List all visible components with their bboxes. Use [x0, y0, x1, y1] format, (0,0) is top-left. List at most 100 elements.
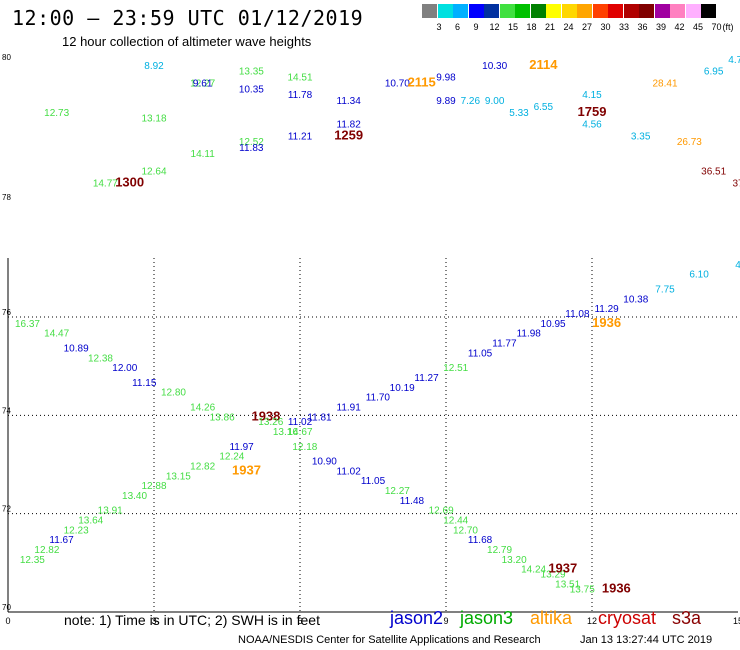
data-label: 4.56 [582, 120, 602, 131]
data-label: 12.82 [34, 545, 59, 556]
data-label: 6.55 [534, 102, 554, 113]
data-label: 4.15 [582, 90, 602, 101]
data-label: 7.26 [461, 96, 481, 107]
legend-value: 9 [473, 22, 479, 32]
legend-swatch [701, 4, 716, 18]
legend-swatch [608, 4, 623, 18]
data-label: 9.61 [193, 78, 213, 89]
legend-swatch [561, 4, 577, 18]
data-label: 14.47 [44, 329, 69, 340]
data-label: 9.89 [436, 96, 456, 107]
legend-value: 18 [526, 22, 537, 32]
data-label: 2115 [408, 74, 436, 89]
data-label: 14.67 [287, 427, 312, 438]
x-tick-label: 3 [151, 616, 156, 626]
legend-value: 6 [454, 22, 460, 32]
data-label: 14.24 [521, 565, 546, 576]
data-label: 13.18 [141, 114, 166, 125]
y-tick-label: 78 [2, 193, 11, 202]
data-label: 11.15 [132, 378, 157, 389]
legend-swatch [453, 4, 468, 18]
footer-center: NOAA/NESDIS Center for Satellite Applica… [238, 634, 541, 646]
legend-value: 42 [674, 22, 685, 32]
data-label: 12.80 [161, 388, 186, 399]
data-label: 12.24 [219, 452, 244, 463]
y-tick-label: 70 [2, 603, 11, 612]
data-label: 11.02 [337, 466, 362, 477]
legend-value: 21 [544, 22, 555, 32]
data-label: 12.38 [88, 353, 113, 364]
data-label: 14.77 [93, 178, 118, 189]
data-label: 12.23 [64, 525, 89, 536]
data-label: 12.27 [190, 78, 215, 89]
data-label: 12.88 [141, 481, 166, 492]
legend-value: 70 [711, 22, 722, 32]
data-label: 6.10 [689, 270, 709, 281]
data-label: 11.21 [288, 131, 313, 142]
data-label: 16.37 [15, 319, 40, 330]
legend-swatch [468, 4, 484, 18]
data-label: 11.82 [337, 120, 362, 131]
data-label: 10.95 [541, 319, 566, 330]
footer-timestamp: Jan 13 13:27:44 UTC 2019 [580, 634, 713, 646]
data-label: 12.27 [385, 486, 410, 497]
data-label: 14.26 [190, 402, 215, 413]
data-label: 11.70 [366, 393, 391, 404]
data-label: 11.68 [468, 535, 493, 546]
data-label: 26.73 [677, 137, 702, 148]
data-label: 13.26 [258, 417, 283, 428]
data-label: 4 [735, 260, 740, 271]
data-label: 10.38 [623, 294, 648, 305]
data-label: 14.51 [287, 73, 312, 84]
data-label: 11.34 [337, 96, 362, 107]
data-label: 12.35 [20, 555, 45, 566]
data-label: 2114 [529, 57, 558, 72]
data-label: 12.64 [141, 167, 166, 178]
legend-swatch [685, 4, 701, 18]
data-label: 1936 [602, 580, 631, 595]
data-label: 11.67 [49, 535, 74, 546]
data-label: 13.51 [555, 579, 580, 590]
legend-swatch [515, 4, 530, 18]
data-label: 1938 [251, 408, 280, 423]
data-label: 8.92 [144, 61, 164, 72]
data-label: 9.00 [485, 96, 505, 107]
data-label: 4.77 [728, 55, 740, 66]
data-label: 10.30 [482, 61, 507, 72]
data-label: 14.11 [191, 149, 216, 160]
legend-swatch [437, 4, 453, 18]
x-tick-label: 12 [587, 616, 597, 626]
y-tick-label: 72 [2, 505, 11, 514]
data-label: 13.29 [541, 570, 566, 581]
legend-swatch [623, 4, 639, 18]
data-label: 11.48 [400, 496, 425, 507]
data-label: 1259 [334, 127, 363, 142]
data-label: 9.98 [436, 73, 456, 84]
data-label: 11.83 [239, 143, 264, 154]
data-label: 12.73 [44, 108, 69, 119]
y-tick-label: 74 [2, 406, 11, 415]
data-label: 36.51 [701, 167, 726, 178]
legend-swatch [546, 4, 561, 18]
data-label: 10.89 [64, 343, 89, 354]
legend-value: 3 [436, 22, 442, 32]
data-label: 12.44 [443, 516, 468, 527]
data-label: 11.81 [307, 412, 332, 423]
data-label: 13.86 [210, 412, 235, 423]
legend-value: 36 [637, 22, 648, 32]
satellite-cryosat: cryosat [598, 608, 657, 628]
data-label: 1759 [578, 104, 607, 119]
data-label: 11.91 [337, 402, 362, 413]
data-label: 3.35 [631, 131, 651, 142]
x-tick-label: 9 [443, 616, 448, 626]
satellite-jason2: jason2 [390, 608, 444, 628]
y-tick-label: 80 [2, 53, 11, 62]
satellite-altika: altika [530, 608, 573, 628]
legend-swatch [484, 4, 499, 18]
legend-value: 15 [507, 22, 518, 32]
legend-swatch [654, 4, 670, 18]
legend-value: 12 [489, 22, 500, 32]
data-label: 11.27 [414, 373, 439, 384]
chart-title: 12:00 – 23:59 UTC 01/12/2019 [12, 6, 364, 30]
